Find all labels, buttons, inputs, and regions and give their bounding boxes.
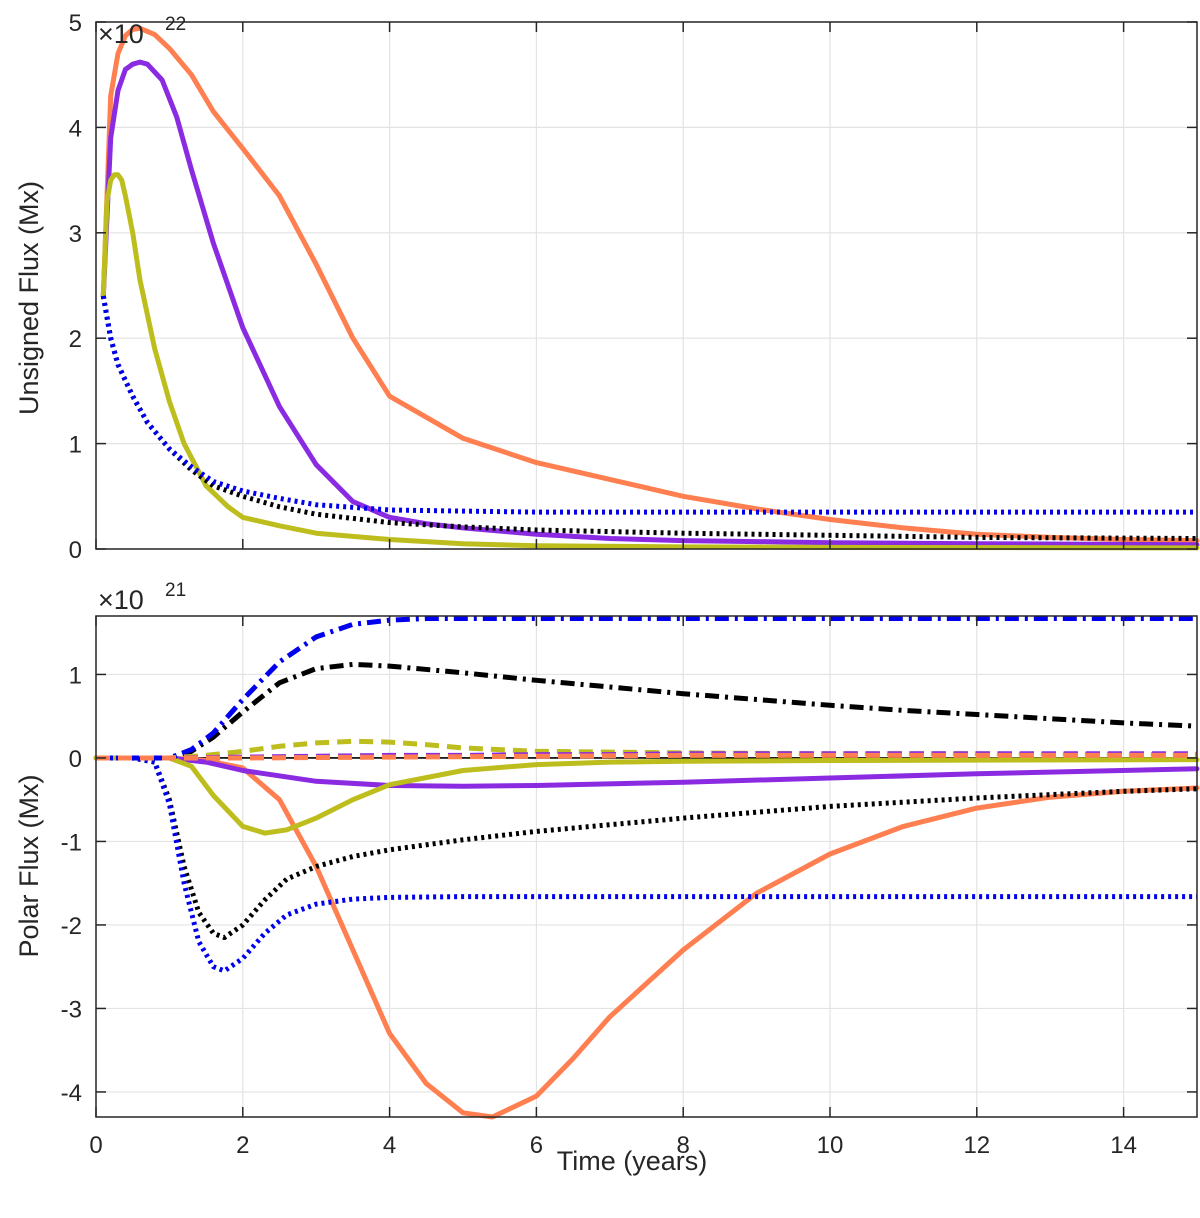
top-yticks: 0 1 2 3 4 5 [69, 10, 1197, 564]
bottom-ytick-label--1: -1 [61, 829, 82, 856]
bottom-series-purple-solid [93, 755, 1200, 789]
bottom-xticks: 0 2 4 6 8 10 12 14 [89, 616, 1137, 1159]
bottom-series-blue-dashdot [96, 616, 1197, 761]
top-ytick-label-2: 2 [69, 326, 82, 353]
bottom-ytick-label--3: -3 [61, 996, 82, 1023]
bottom-series-group [93, 616, 1200, 1120]
top-series-black-dotted [100, 295, 1198, 541]
bottom-series-orange-solid [93, 755, 1200, 1120]
bottom-axes-frame [95, 615, 1198, 1118]
top-panel: 0 1 2 3 4 5 Unsigned Flux (Mx) ×10 22 [14, 10, 1200, 564]
top-series-purple-solid [100, 59, 1200, 548]
top-ytick-label-3: 3 [69, 221, 82, 248]
bottom-series-black-dotted [96, 755, 1198, 940]
bottom-yticks: -4 -3 -2 -1 0 1 [61, 662, 1197, 1107]
bottom-ylabel: Polar Flux (Mx) [14, 774, 44, 957]
bottom-series-orange-dashed [96, 752, 1197, 761]
bottom-ytick-label--2: -2 [61, 913, 82, 940]
bottom-series-olive-dashed [96, 738, 1198, 761]
bottom-multiplier-base: ×10 [98, 585, 144, 615]
bottom-xtick-label-10: 10 [817, 1132, 844, 1159]
bottom-series-olive-solid [93, 755, 1200, 836]
top-multiplier-base: ×10 [98, 19, 144, 49]
bottom-xtick-label-8: 8 [677, 1132, 690, 1159]
top-multiplier-exponent: 22 [165, 14, 186, 35]
top-series-orange-solid [100, 25, 1200, 544]
bottom-xtick-label-4: 4 [383, 1132, 396, 1159]
top-ytick-label-1: 1 [69, 432, 82, 459]
top-ytick-label-4: 4 [69, 115, 82, 142]
top-grid [96, 21, 1197, 550]
top-ylabel: Unsigned Flux (Mx) [14, 181, 44, 415]
bottom-ytick-label-0: 0 [69, 746, 82, 773]
bottom-xtick-label-14: 14 [1110, 1132, 1137, 1159]
bottom-multiplier-exponent: 21 [165, 580, 186, 601]
bottom-panel: -4 -3 -2 -1 0 1 0 2 4 6 8 10 12 14 Polar Flux (Mx) ×… [14, 580, 1200, 1176]
top-xticks [95, 22, 1125, 549]
top-ytick-label-5: 5 [69, 10, 82, 37]
bottom-xtick-label-2: 2 [236, 1132, 249, 1159]
bottom-ytick-label-1: 1 [69, 662, 82, 689]
bottom-xtick-label-0: 0 [89, 1132, 102, 1159]
bottom-series-blue-dotted [96, 755, 1197, 974]
bottom-xtick-label-6: 6 [530, 1132, 543, 1159]
bottom-xtick-label-12: 12 [963, 1132, 990, 1159]
bottom-grid [96, 616, 1197, 1117]
bottom-ytick-label--4: -4 [61, 1080, 82, 1107]
top-series-olive-solid [100, 172, 1200, 551]
bottom-xlabel: Time (years) [557, 1146, 708, 1176]
top-axes-frame [95, 21, 1198, 550]
top-series-blue-dotted [100, 295, 1197, 515]
bottom-series-black-dashdot [96, 661, 1198, 761]
top-series-group [100, 25, 1200, 551]
top-ytick-label-0: 0 [69, 537, 82, 564]
